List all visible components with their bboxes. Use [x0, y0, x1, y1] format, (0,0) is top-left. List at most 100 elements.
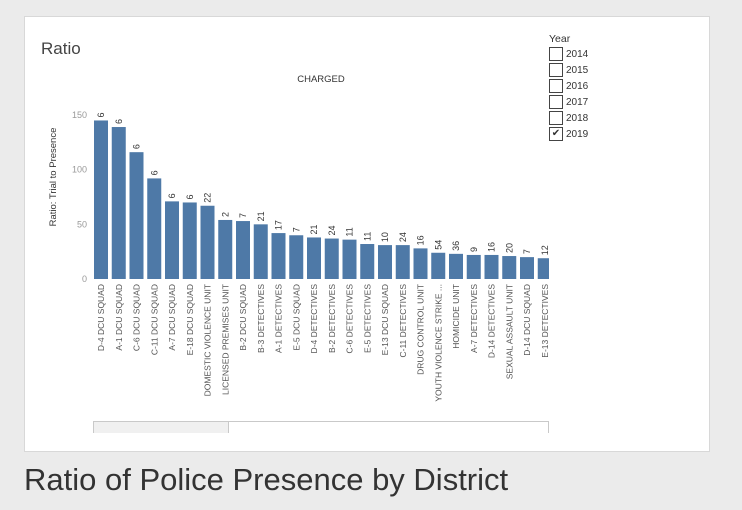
bar[interactable]	[537, 258, 549, 279]
x-tick-label: C-11 DETECTIVES	[398, 284, 408, 358]
legend-item-2018[interactable]: 2018	[549, 110, 588, 126]
bar[interactable]	[129, 152, 144, 279]
x-tick-label: DRUG CONTROL UNIT	[416, 284, 426, 375]
bar[interactable]	[289, 235, 304, 279]
bar[interactable]	[360, 244, 375, 279]
x-tick-label: D-14 DCU SQUAD	[522, 284, 532, 356]
bar[interactable]	[94, 120, 108, 279]
data-label: 6	[167, 193, 177, 198]
y-tick-label: 0	[82, 274, 87, 284]
bar[interactable]	[413, 248, 428, 279]
bar[interactable]	[378, 245, 392, 279]
legend-item-label: 2016	[566, 80, 589, 92]
x-tick-label: A-7 DCU SQUAD	[167, 284, 177, 351]
bar[interactable]	[431, 252, 446, 279]
data-label: 7	[522, 249, 532, 254]
year-checkbox[interactable]	[549, 47, 563, 61]
y-tick-label: 150	[72, 110, 87, 120]
data-label: 11	[362, 232, 372, 241]
legend-item-label: 2019	[566, 128, 589, 140]
year-checkbox[interactable]	[549, 63, 563, 77]
bar[interactable]	[502, 256, 517, 279]
data-label: 11	[345, 227, 355, 236]
panel-title: Ratio	[41, 39, 81, 58]
legend-item-2014[interactable]: 2014	[549, 46, 588, 62]
data-label: 16	[416, 235, 426, 245]
data-label: 21	[256, 211, 266, 221]
bar[interactable]	[182, 202, 197, 279]
y-axis-label: Ratio: Trial to Presence	[48, 128, 59, 227]
year-filter-legend: Year 2014 2015 2016 2017 2018 ✔ 2019	[549, 33, 588, 142]
bar[interactable]	[324, 238, 339, 279]
bars	[94, 120, 549, 279]
chart-card: Ratio CHARGED Ratio: Trial to Presence 0…	[24, 16, 710, 452]
legend-item-label: 2018	[566, 112, 589, 124]
y-axis-ticks: 0 50 100 150	[72, 110, 87, 284]
x-tick-label: E-13 DETECTIVES	[540, 284, 550, 358]
data-label: 9	[469, 247, 479, 252]
x-tick-label: SEXUAL ASSAULT UNIT	[504, 284, 514, 379]
bar[interactable]	[449, 253, 463, 279]
year-checkbox[interactable]: ✔	[549, 127, 563, 141]
bar[interactable]	[218, 219, 233, 279]
bar[interactable]	[147, 178, 162, 279]
legend-title: Year	[549, 33, 571, 45]
legend-item-2019[interactable]: ✔ 2019	[549, 126, 588, 142]
bar[interactable]	[253, 224, 268, 279]
x-tick-label: A-1 DCU SQUAD	[114, 284, 124, 351]
x-tick-label: B-2 DCU SQUAD	[238, 284, 248, 351]
y-tick-label: 100	[72, 165, 87, 175]
bar[interactable]	[466, 254, 481, 279]
x-tick-label: YOUTH VIOLENCE STRIKE ...	[433, 284, 443, 402]
x-tick-label: LICENSED PREMISES UNIT	[220, 284, 230, 395]
year-checkbox[interactable]	[549, 95, 563, 109]
checkmark-icon: ✔	[551, 128, 561, 139]
year-checkbox[interactable]	[549, 79, 563, 93]
data-label: 16	[487, 242, 497, 252]
x-tick-label: B-2 DETECTIVES	[327, 284, 337, 353]
data-label: 36	[451, 241, 461, 251]
x-tick-label: B-3 DETECTIVES	[256, 284, 266, 353]
bar-chart: CHARGED Ratio: Trial to Presence 0 50 100 1…	[48, 74, 550, 402]
data-label: 6	[149, 170, 159, 175]
bar[interactable]	[111, 127, 126, 279]
x-tick-label: HOMICIDE UNIT	[451, 284, 461, 349]
legend-item-label: 2014	[566, 48, 589, 60]
bar[interactable]	[165, 201, 179, 279]
year-checkbox[interactable]	[549, 111, 563, 125]
scrollbar-thumb[interactable]	[94, 422, 229, 433]
legend-item-2016[interactable]: 2016	[549, 78, 588, 94]
bar[interactable]	[271, 233, 286, 279]
bar[interactable]	[200, 205, 215, 279]
x-tick-label: D-4 DCU SQUAD	[96, 284, 106, 351]
x-tick-label: C-11 DCU SQUAD	[149, 284, 159, 355]
data-label: 54	[433, 240, 443, 250]
x-axis-labels: D-4 DCU SQUAD A-1 DCU SQUAD C-6 DCU SQUAD C…	[96, 284, 550, 402]
x-tick-label: A-7 DETECTIVES	[469, 284, 479, 353]
chart-title: CHARGED	[297, 74, 345, 85]
x-tick-label: D-4 DETECTIVES	[309, 284, 319, 354]
bar[interactable]	[236, 221, 250, 279]
data-label: 6	[185, 194, 195, 199]
x-tick-label: E-18 DCU SQUAD	[185, 284, 195, 355]
data-label: 2	[220, 212, 230, 217]
bar[interactable]	[342, 239, 357, 279]
data-label: 6	[132, 144, 142, 149]
data-label: 6	[114, 119, 124, 124]
data-label: 21	[309, 224, 319, 234]
data-label: 20	[504, 243, 514, 253]
legend-item-2015[interactable]: 2015	[549, 62, 588, 78]
bar[interactable]	[484, 254, 499, 279]
data-label: 6	[96, 112, 106, 117]
horizontal-scrollbar[interactable]	[93, 421, 549, 433]
legend-item-2017[interactable]: 2017	[549, 94, 588, 110]
x-tick-label: E-5 DETECTIVES	[362, 284, 372, 353]
x-tick-label: A-1 DETECTIVES	[274, 284, 284, 353]
data-label: 7	[291, 227, 301, 232]
legend-item-label: 2015	[566, 64, 589, 76]
bar[interactable]	[395, 245, 410, 279]
bar[interactable]	[520, 257, 534, 279]
bar[interactable]	[307, 237, 321, 279]
legend-item-label: 2017	[566, 96, 589, 108]
